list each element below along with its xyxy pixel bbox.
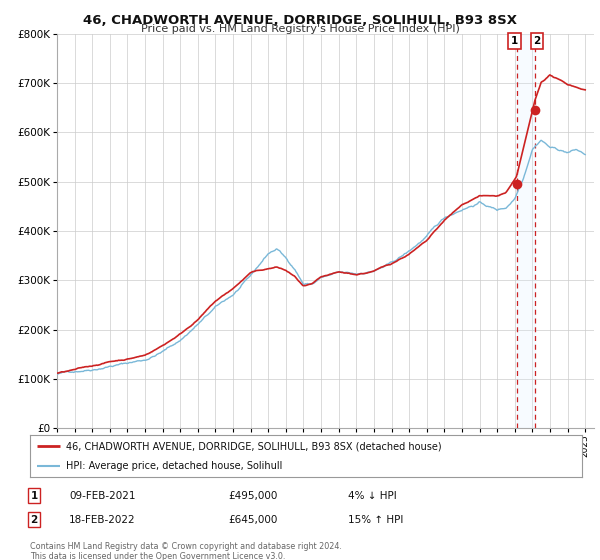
Text: 2: 2 <box>31 515 38 525</box>
Text: 46, CHADWORTH AVENUE, DORRIDGE, SOLIHULL, B93 8SX (detached house): 46, CHADWORTH AVENUE, DORRIDGE, SOLIHULL… <box>66 441 442 451</box>
Bar <box>517 34 535 428</box>
Text: Price paid vs. HM Land Registry's House Price Index (HPI): Price paid vs. HM Land Registry's House … <box>140 24 460 34</box>
Text: 18-FEB-2022: 18-FEB-2022 <box>69 515 136 525</box>
Text: 4% ↓ HPI: 4% ↓ HPI <box>348 491 397 501</box>
Text: 2: 2 <box>533 36 541 46</box>
Text: £495,000: £495,000 <box>228 491 277 501</box>
Text: 46, CHADWORTH AVENUE, DORRIDGE, SOLIHULL, B93 8SX: 46, CHADWORTH AVENUE, DORRIDGE, SOLIHULL… <box>83 14 517 27</box>
Text: 15% ↑ HPI: 15% ↑ HPI <box>348 515 403 525</box>
Text: 1: 1 <box>511 36 518 46</box>
Text: 1: 1 <box>31 491 38 501</box>
Text: 09-FEB-2021: 09-FEB-2021 <box>69 491 136 501</box>
Text: HPI: Average price, detached house, Solihull: HPI: Average price, detached house, Soli… <box>66 461 282 470</box>
Text: £645,000: £645,000 <box>228 515 277 525</box>
Text: Contains HM Land Registry data © Crown copyright and database right 2024.
This d: Contains HM Land Registry data © Crown c… <box>30 542 342 560</box>
